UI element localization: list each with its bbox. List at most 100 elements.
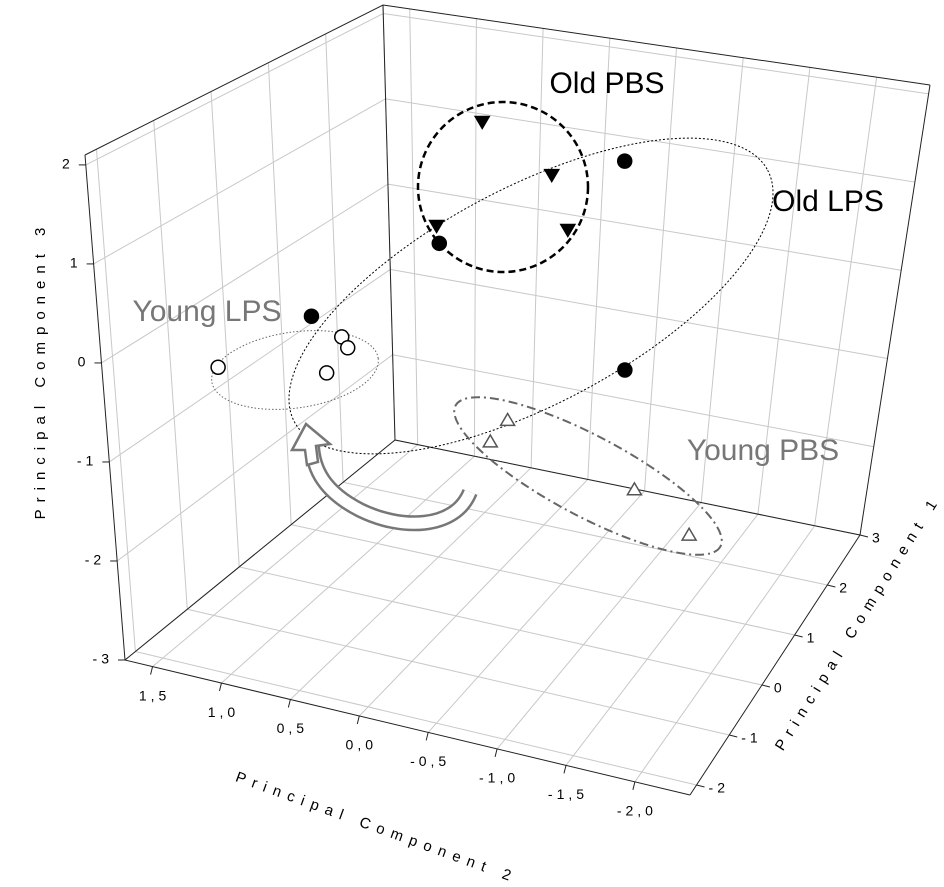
grid-line	[325, 33, 344, 483]
grid-line	[152, 444, 419, 667]
grid-line	[587, 38, 611, 480]
tick-label: -1	[77, 453, 97, 469]
grid-line	[221, 455, 475, 684]
point	[428, 219, 445, 234]
tick-label: -2,0	[617, 803, 657, 819]
group-label: Old PBS	[549, 67, 664, 100]
box-edge	[84, 154, 126, 661]
grid-line	[85, 13, 384, 166]
tick-mark	[729, 734, 738, 738]
tick-label: -2	[85, 552, 105, 568]
grid-line	[565, 513, 759, 766]
young-lps-outline	[211, 330, 379, 410]
grid-line	[101, 183, 389, 364]
grid-line	[187, 608, 730, 736]
box-edge	[124, 439, 396, 661]
z-axis-title: Principal Component 3	[32, 221, 49, 520]
tick-mark	[827, 584, 836, 588]
tick-label: 2	[62, 156, 74, 172]
grid-line	[383, 13, 929, 95]
grid-line	[644, 47, 678, 492]
grid-line	[93, 98, 386, 265]
point	[499, 411, 516, 427]
tick-label: -1,5	[548, 786, 588, 802]
tick-mark	[632, 781, 636, 790]
grid-line	[267, 62, 292, 525]
grid-line	[757, 67, 811, 515]
point	[616, 153, 633, 169]
group-label: Young PBS	[687, 434, 839, 467]
grid-line	[814, 77, 878, 526]
box-edge	[382, 4, 396, 441]
arrow	[289, 422, 478, 532]
grid-line	[700, 57, 744, 503]
y-axis-title: Principal Component 1	[772, 491, 944, 753]
tick-mark	[563, 765, 567, 774]
grid-line	[116, 354, 393, 562]
tick-mark	[287, 699, 291, 708]
group-label: Young LPS	[132, 295, 281, 328]
grid-line	[342, 481, 828, 586]
grid-line	[390, 268, 888, 360]
tick-label: 1,0	[208, 704, 239, 720]
tick-label: -0,5	[410, 753, 450, 769]
grid-line	[392, 354, 874, 448]
x-axis-title: Principal Component 2	[233, 769, 520, 887]
grid	[85, 4, 929, 786]
grid-line	[210, 91, 240, 567]
point	[626, 481, 643, 496]
tick-mark	[218, 682, 222, 692]
grid-line	[358, 479, 589, 717]
tick-mark	[425, 732, 429, 741]
tick-mark	[696, 784, 705, 788]
grid-line	[291, 524, 795, 636]
grid-line	[239, 566, 763, 686]
tick-label: 0,0	[346, 737, 377, 753]
box-edge	[394, 439, 861, 536]
grid-line	[95, 149, 136, 652]
marks	[210, 115, 698, 541]
grid-line	[634, 525, 816, 783]
grid-line	[290, 467, 532, 700]
box-edge	[124, 659, 691, 796]
box-edge	[382, 4, 931, 86]
point	[473, 115, 491, 130]
point	[617, 362, 633, 378]
point	[543, 168, 561, 183]
grid-line	[473, 18, 477, 457]
tick-mark	[859, 534, 869, 538]
point	[680, 526, 698, 541]
tick-label: 3	[872, 530, 884, 546]
point	[481, 433, 499, 448]
tick-label: 1	[807, 630, 819, 646]
tick-mark	[356, 715, 360, 725]
grid-line	[387, 183, 902, 271]
box-edge	[689, 534, 861, 796]
grid-line	[496, 502, 702, 750]
grid-line	[153, 120, 188, 610]
box-edge	[84, 4, 384, 156]
group-label: Old LPS	[772, 185, 884, 218]
tick-label: 1,5	[139, 687, 170, 703]
point	[339, 340, 356, 356]
tick-label: -1,0	[479, 770, 519, 786]
tick-label: 1	[70, 255, 82, 271]
grid-line	[385, 98, 915, 183]
tick-mark	[494, 748, 498, 758]
grid-line	[530, 28, 544, 468]
grid-line	[409, 8, 419, 445]
tick-mark	[761, 684, 771, 688]
tick-label: -1	[741, 730, 761, 746]
box-edge	[859, 84, 931, 536]
tick-label: 0,5	[277, 720, 308, 736]
old-pbs-outline	[416, 100, 590, 274]
frame	[78, 4, 931, 796]
grid-line	[109, 268, 391, 463]
point	[318, 365, 335, 381]
grid-line	[135, 651, 697, 786]
tick-label: -3	[93, 651, 113, 667]
point	[303, 308, 320, 324]
tick-label: 2	[839, 580, 851, 596]
tick-label: -2	[709, 780, 729, 796]
